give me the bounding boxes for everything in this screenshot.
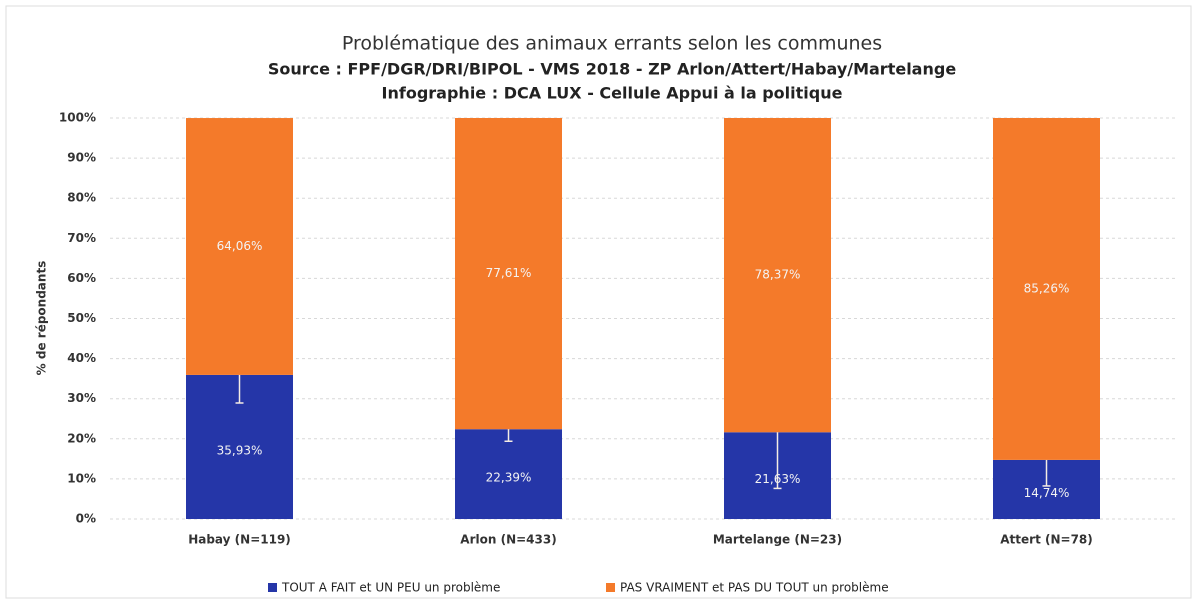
value-label: 35,93% [217, 443, 263, 457]
x-tick-label: Arlon (N=433) [460, 533, 556, 547]
value-label: 85,26% [1024, 281, 1070, 295]
chart-subtitle: Source : FPF/DGR/DRI/BIPOL - VMS 2018 - … [268, 60, 956, 79]
legend-swatch [268, 583, 277, 592]
legend-label: PAS VRAIMENT et PAS DU TOUT un problème [620, 581, 889, 595]
bar-segment [993, 118, 1100, 460]
y-tick-label: 0% [76, 512, 96, 526]
x-tick-label: Attert (N=78) [1000, 533, 1093, 547]
x-tick-label: Habay (N=119) [188, 533, 291, 547]
y-tick-label: 80% [67, 191, 96, 205]
value-label: 78,37% [755, 268, 801, 282]
value-label: 14,74% [1024, 486, 1070, 500]
bar-segment [455, 118, 562, 430]
bar-segment [455, 429, 562, 519]
legend-label: TOUT A FAIT et UN PEU un problème [281, 581, 500, 595]
y-tick-label: 90% [67, 151, 96, 165]
chart-subtitle: Infographie : DCA LUX - Cellule Appui à … [382, 84, 843, 103]
bar-segment [186, 118, 293, 375]
legend-swatch [606, 583, 615, 592]
value-label: 22,39% [486, 471, 532, 485]
y-tick-label: 70% [67, 231, 96, 245]
y-tick-label: 40% [67, 351, 96, 365]
y-tick-label: 20% [67, 431, 96, 445]
y-tick-label: 30% [67, 391, 96, 405]
bar-segment [724, 118, 831, 433]
y-tick-label: 100% [59, 111, 96, 125]
y-axis-label: % de répondants [35, 261, 49, 376]
x-tick-label: Martelange (N=23) [713, 533, 842, 547]
y-tick-label: 10% [67, 471, 96, 485]
value-label: 64,06% [217, 239, 263, 253]
y-tick-label: 50% [67, 311, 96, 325]
value-label: 77,61% [486, 266, 532, 280]
y-tick-label: 60% [67, 271, 96, 285]
chart-title: Problématique des animaux errants selon … [342, 33, 882, 55]
